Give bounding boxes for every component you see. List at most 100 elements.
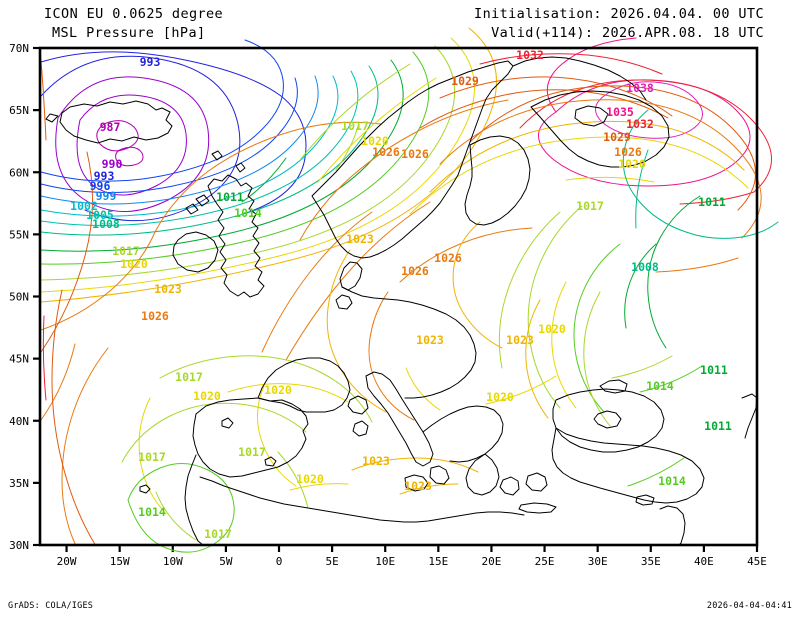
contour-label: 1017	[204, 527, 232, 541]
contour-label: 1011	[700, 363, 728, 377]
isobar-1017	[299, 63, 411, 161]
contour-label: 1008	[631, 260, 659, 274]
y-tick-label: 70N	[9, 42, 29, 55]
isobar-1008	[685, 221, 779, 239]
isobar-1026	[399, 227, 533, 283]
isobar-1017	[121, 402, 307, 463]
isobar-1032	[679, 191, 755, 205]
contour-label: 1023	[346, 232, 374, 246]
contour-label: 1020	[120, 257, 148, 271]
isobar-1014	[639, 365, 703, 393]
isobar-1023	[351, 457, 479, 473]
render-timestamp: 2026-04-04-04:41	[706, 601, 792, 611]
isobar-1026	[368, 291, 415, 421]
isobar-1029	[40, 151, 94, 353]
isobar-1023	[399, 483, 459, 495]
contour-label: 1023	[416, 333, 444, 347]
x-tick-label: 15W	[110, 555, 130, 568]
contour-label: 996	[90, 179, 111, 193]
contour-label: 1014	[138, 505, 166, 519]
contour-labels: 9939879909939969991002100510081011101410…	[70, 48, 732, 541]
contour-label: 1017	[238, 445, 266, 459]
y-tick-label: 50N	[9, 291, 29, 304]
field-title: MSL Pressure [hPa]	[52, 25, 206, 41]
contour-label: 1026	[614, 145, 642, 159]
isobar-1011	[241, 157, 287, 203]
isobar-1020	[40, 37, 475, 293]
isobar-1029	[419, 89, 669, 129]
contour-label: 1020	[486, 390, 514, 404]
contour-label: 1002	[70, 199, 98, 213]
x-tick-label: 10E	[375, 555, 395, 568]
x-tick-label: 20W	[57, 555, 77, 568]
contour-label: 1023	[362, 454, 390, 468]
x-tick-label: 30E	[588, 555, 608, 568]
isobar-1020	[551, 281, 577, 409]
contour-label: 1026	[401, 264, 429, 278]
isobar-1023	[452, 221, 503, 349]
isobar-1017	[611, 355, 673, 379]
isobar-1011	[624, 243, 657, 329]
contour-label: 993	[140, 55, 161, 69]
isobar-1026	[40, 343, 76, 421]
contour-label: 1011	[698, 195, 726, 209]
isobar-987	[115, 146, 144, 167]
x-tick-label: 45E	[747, 555, 767, 568]
contour-label: 1029	[451, 74, 479, 88]
model-title: ICON EU 0.0625 degree	[44, 6, 224, 22]
isobar-1014	[40, 51, 430, 265]
isobar-1008	[622, 109, 687, 233]
isobar-1020	[565, 176, 655, 183]
contour-label: 1017	[576, 199, 604, 213]
isobar-1026	[261, 211, 373, 353]
contour-label: 1026	[434, 251, 462, 265]
contour-label: 1032	[626, 117, 654, 131]
isobar-1026	[299, 99, 509, 241]
x-tick-label: 35E	[641, 555, 661, 568]
y-axis-labels: 70N 65N 60N 55N 50N 45N 40N 35N 30N	[9, 42, 29, 552]
isobar-1026	[285, 201, 431, 361]
isobar-1014	[127, 463, 235, 553]
pressure-contours	[39, 27, 779, 553]
isobar-1023	[326, 249, 387, 413]
contour-label: 1026	[401, 147, 429, 161]
contour-label: 1014	[234, 206, 262, 220]
isobar-1029	[469, 85, 757, 211]
x-tick-label: 10W	[163, 555, 183, 568]
isobar-1032	[42, 315, 47, 401]
contour-label: 1020	[361, 134, 389, 148]
isobar-1017	[155, 491, 197, 541]
x-tick-label: 0	[276, 555, 283, 568]
isobar-1032	[479, 53, 663, 75]
isobar-1035	[546, 37, 637, 113]
isobar-1020	[227, 383, 349, 403]
contour-label: 1020	[193, 389, 221, 403]
contour-label: 1032	[516, 48, 544, 62]
isobar-1002	[40, 75, 339, 217]
contour-label: 999	[96, 189, 117, 203]
x-axis-labels: 20W 15W 10W 5W 0 5E 10E 15E 20E 25E 30E 35E 40E 45E	[57, 555, 767, 568]
y-tick-label: 60N	[9, 166, 29, 179]
contour-label: 1026	[372, 145, 400, 159]
isobar-1008	[40, 65, 379, 236]
x-tick-label: 40E	[694, 555, 714, 568]
isobar-1017	[498, 211, 561, 369]
isobar-1020	[485, 375, 557, 405]
isobar-1023	[525, 299, 549, 419]
isobar-1023	[429, 120, 745, 193]
isobar-1011	[647, 195, 701, 349]
isobar-1020	[409, 136, 749, 215]
contour-label: 1017	[341, 119, 369, 133]
isobar-996	[40, 39, 284, 182]
isobar-1026	[439, 99, 762, 239]
contour-label: 1017	[175, 370, 203, 384]
isobar-1017	[335, 125, 359, 171]
isobar-1026	[40, 231, 156, 331]
isobar-1017	[583, 291, 611, 427]
isobar-1017	[527, 205, 583, 409]
contour-label: 1038	[626, 81, 654, 95]
isobar-1014	[627, 457, 685, 487]
y-tick-label: 30N	[9, 539, 29, 552]
isobar-1029	[439, 76, 673, 117]
isobar-1017	[277, 451, 309, 509]
